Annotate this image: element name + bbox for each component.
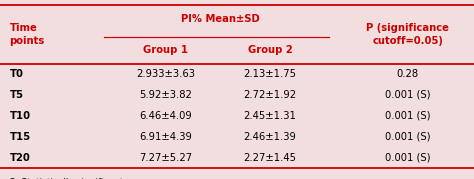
Text: Group 2: Group 2 (248, 45, 292, 55)
Text: 2.27±1.45: 2.27±1.45 (244, 153, 297, 163)
Text: 0.001 (S): 0.001 (S) (385, 153, 430, 163)
Text: T5: T5 (9, 90, 24, 100)
Text: 6.46±4.09: 6.46±4.09 (139, 111, 192, 121)
Text: 7.27±5.27: 7.27±5.27 (139, 153, 192, 163)
Text: T0: T0 (9, 69, 23, 79)
Text: Time
points: Time points (9, 23, 45, 46)
Text: 0.001 (S): 0.001 (S) (385, 111, 430, 121)
Text: 2.933±3.63: 2.933±3.63 (137, 69, 195, 79)
Text: 2.45±1.31: 2.45±1.31 (244, 111, 297, 121)
Text: Group 1: Group 1 (144, 45, 188, 55)
Text: 0.001 (S): 0.001 (S) (385, 90, 430, 100)
Text: 2.13±1.75: 2.13±1.75 (244, 69, 297, 79)
Text: 2.72±1.92: 2.72±1.92 (244, 90, 297, 100)
Text: 5.92±3.82: 5.92±3.82 (139, 90, 192, 100)
Text: PI% Mean±SD: PI% Mean±SD (181, 14, 260, 24)
Text: 6.91±4.39: 6.91±4.39 (139, 132, 192, 142)
Text: T20: T20 (9, 153, 30, 163)
Text: P (significance
cutoff=0.05): P (significance cutoff=0.05) (366, 23, 449, 46)
Text: T15: T15 (9, 132, 31, 142)
Text: 2.46±1.39: 2.46±1.39 (244, 132, 297, 142)
Text: 0.28: 0.28 (397, 69, 419, 79)
Text: 0.001 (S): 0.001 (S) (385, 132, 430, 142)
Text: T10: T10 (9, 111, 30, 121)
Text: S: Statistically significant: S: Statistically significant (9, 178, 123, 179)
